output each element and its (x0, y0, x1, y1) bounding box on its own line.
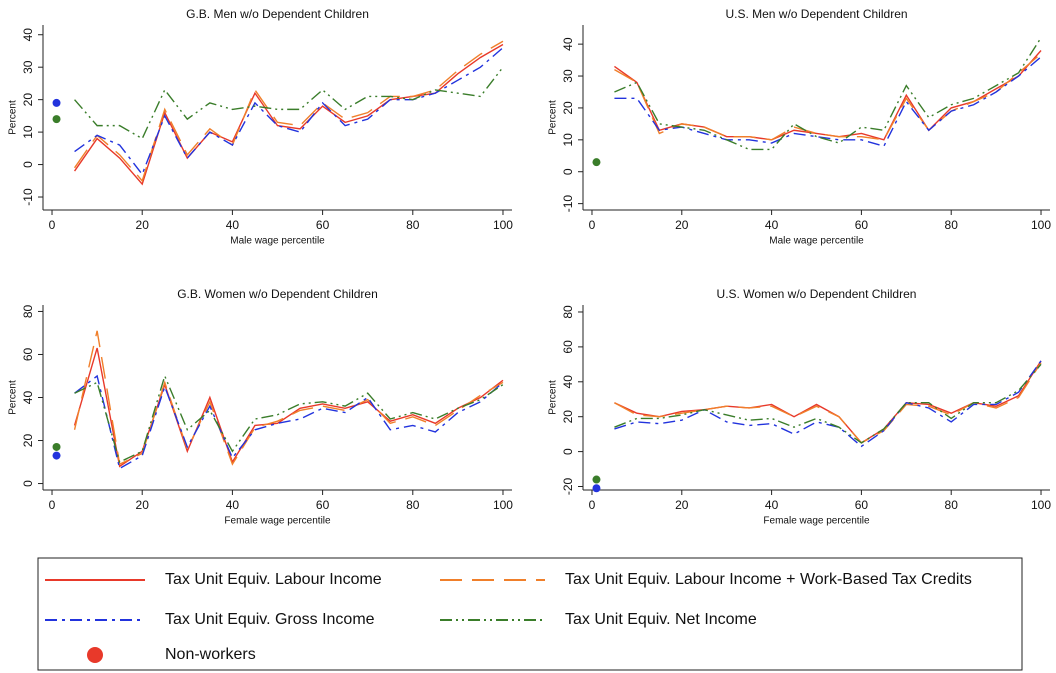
series-line (74, 66, 504, 140)
y-tick-label: 80 (21, 304, 35, 318)
series-line (614, 56, 1042, 148)
y-tick-label: 80 (561, 305, 575, 319)
x-tick-label: 60 (855, 498, 869, 512)
x-tick-label: 40 (765, 218, 779, 232)
y-tick-label: 40 (21, 391, 35, 405)
y-tick-label: 10 (561, 133, 575, 147)
series-line (73, 40, 504, 183)
x-tick-label: 20 (136, 218, 150, 232)
series-line (614, 360, 1042, 444)
y-tick-label: 20 (21, 434, 35, 448)
series-line (614, 360, 1042, 448)
y-tick-label: -10 (561, 195, 575, 213)
x-tick-label: 20 (675, 218, 689, 232)
x-axis-label: Female wage percentile (763, 516, 870, 527)
series-line (614, 53, 1042, 141)
x-tick-label: 60 (316, 218, 330, 232)
legend-label: Tax Unit Equiv. Gross Income (165, 611, 375, 628)
x-tick-label: 0 (589, 218, 596, 232)
y-tick-label: 40 (561, 375, 575, 389)
x-tick-label: 80 (406, 218, 420, 232)
non-worker-dot (52, 442, 61, 451)
non-worker-dot (592, 484, 601, 493)
series-line (73, 330, 504, 466)
y-tick-label: -20 (561, 478, 575, 496)
chart-title: U.S. Men w/o Dependent Children (725, 7, 907, 21)
y-tick-label: 0 (21, 480, 35, 487)
x-tick-label: 0 (49, 498, 56, 512)
x-tick-label: 20 (675, 498, 689, 512)
x-tick-label: 40 (226, 498, 240, 512)
y-axis-label: Percent (548, 100, 559, 135)
y-tick-label: 30 (561, 69, 575, 83)
x-tick-label: 80 (406, 498, 420, 512)
x-tick-label: 100 (493, 218, 513, 232)
non-worker-dot (592, 158, 601, 167)
series-line (74, 373, 504, 464)
chart-title: U.S. Women w/o Dependent Children (717, 287, 917, 301)
x-tick-label: 60 (316, 498, 330, 512)
series-line (614, 37, 1042, 151)
x-tick-label: 100 (1031, 218, 1051, 232)
legend-label: Non-workers (165, 646, 256, 663)
y-tick-label: 20 (21, 93, 35, 107)
legend-box (37, 557, 1023, 671)
chart-title: G.B. Men w/o Dependent Children (186, 7, 369, 21)
y-tick-label: 20 (561, 101, 575, 115)
y-tick-label: 0 (561, 168, 575, 175)
y-tick-label: 10 (21, 125, 35, 139)
x-tick-label: 20 (136, 498, 150, 512)
legend-label: Tax Unit Equiv. Labour Income (165, 571, 382, 588)
x-tick-label: 80 (945, 498, 959, 512)
y-tick-label: 30 (21, 60, 35, 74)
y-axis-label: Percent (548, 380, 559, 415)
x-tick-label: 40 (765, 498, 779, 512)
legend-label: Tax Unit Equiv. Net Income (565, 611, 757, 628)
x-tick-label: 100 (493, 498, 513, 512)
series-line (74, 47, 504, 176)
y-tick-label: 0 (21, 161, 35, 168)
x-tick-label: 80 (945, 218, 959, 232)
x-axis-label: Male wage percentile (769, 236, 864, 247)
x-tick-label: 100 (1031, 498, 1051, 512)
legend-label: Tax Unit Equiv. Labour Income + Work-Bas… (565, 571, 972, 588)
y-tick-label: 20 (561, 410, 575, 424)
y-tick-label: 60 (561, 340, 575, 354)
non-worker-dot (52, 115, 61, 124)
y-tick-label: -10 (21, 188, 35, 206)
y-tick-label: 40 (561, 37, 575, 51)
non-worker-dot (592, 475, 601, 484)
x-tick-label: 0 (589, 498, 596, 512)
y-tick-label: 0 (561, 448, 575, 455)
y-tick-label: 60 (21, 347, 35, 361)
series-line (73, 347, 504, 468)
non-worker-dot (52, 451, 61, 460)
y-tick-label: 40 (21, 28, 35, 42)
x-tick-label: 40 (226, 218, 240, 232)
chart-title: G.B. Women w/o Dependent Children (177, 287, 378, 301)
y-axis-label: Percent (8, 380, 19, 415)
legend-marker (87, 647, 103, 663)
x-axis-label: Female wage percentile (224, 516, 331, 527)
x-tick-label: 0 (49, 218, 56, 232)
series-line (73, 43, 504, 186)
series-line (614, 363, 1042, 444)
non-worker-dot (52, 98, 61, 107)
series-line (74, 374, 504, 470)
x-tick-label: 60 (855, 218, 869, 232)
x-axis-label: Male wage percentile (230, 236, 325, 247)
y-axis-label: Percent (8, 100, 19, 135)
